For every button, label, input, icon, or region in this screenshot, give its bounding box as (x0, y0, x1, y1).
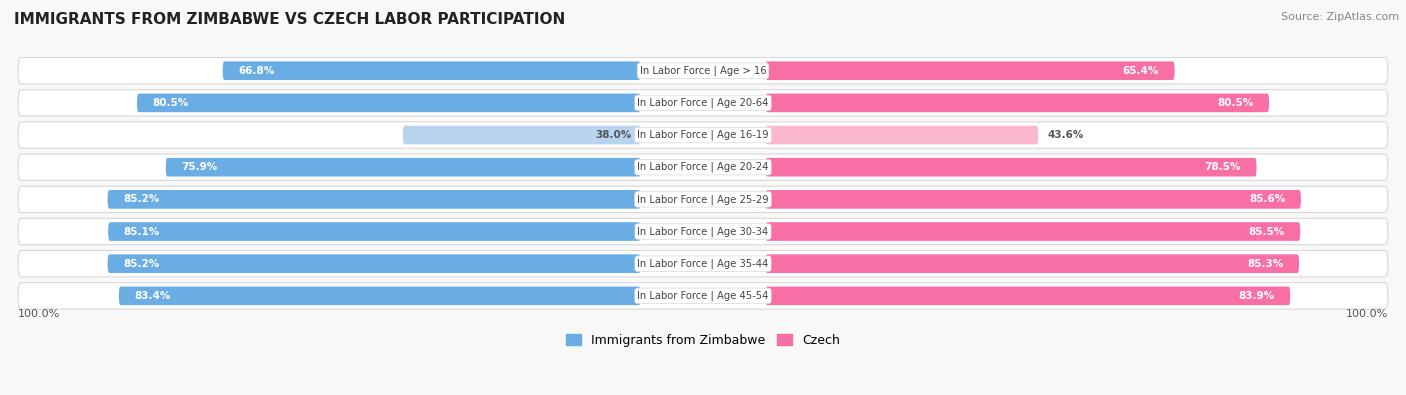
Text: In Labor Force | Age > 16: In Labor Force | Age > 16 (640, 66, 766, 76)
FancyBboxPatch shape (765, 254, 1299, 273)
FancyBboxPatch shape (765, 126, 1038, 144)
Text: IMMIGRANTS FROM ZIMBABWE VS CZECH LABOR PARTICIPATION: IMMIGRANTS FROM ZIMBABWE VS CZECH LABOR … (14, 12, 565, 27)
Text: 78.5%: 78.5% (1205, 162, 1241, 172)
FancyBboxPatch shape (166, 158, 641, 177)
Text: In Labor Force | Age 20-24: In Labor Force | Age 20-24 (637, 162, 769, 173)
Text: 85.1%: 85.1% (124, 226, 160, 237)
Text: In Labor Force | Age 25-29: In Labor Force | Age 25-29 (637, 194, 769, 205)
FancyBboxPatch shape (402, 126, 641, 144)
Text: 38.0%: 38.0% (595, 130, 631, 140)
Text: 66.8%: 66.8% (238, 66, 274, 76)
FancyBboxPatch shape (18, 154, 1388, 181)
FancyBboxPatch shape (765, 61, 1174, 80)
Text: 85.5%: 85.5% (1249, 226, 1285, 237)
Text: In Labor Force | Age 20-64: In Labor Force | Age 20-64 (637, 98, 769, 108)
Text: 100.0%: 100.0% (1346, 309, 1388, 319)
FancyBboxPatch shape (765, 286, 1291, 305)
Text: 85.2%: 85.2% (124, 194, 159, 204)
Text: In Labor Force | Age 45-54: In Labor Force | Age 45-54 (637, 291, 769, 301)
FancyBboxPatch shape (18, 90, 1388, 116)
FancyBboxPatch shape (18, 186, 1388, 213)
FancyBboxPatch shape (222, 61, 641, 80)
FancyBboxPatch shape (108, 190, 641, 209)
Text: Source: ZipAtlas.com: Source: ZipAtlas.com (1281, 12, 1399, 22)
Text: 85.3%: 85.3% (1247, 259, 1284, 269)
Legend: Immigrants from Zimbabwe, Czech: Immigrants from Zimbabwe, Czech (561, 329, 845, 352)
Text: 85.2%: 85.2% (124, 259, 159, 269)
FancyBboxPatch shape (18, 283, 1388, 309)
Text: 75.9%: 75.9% (181, 162, 218, 172)
Text: 80.5%: 80.5% (153, 98, 188, 108)
FancyBboxPatch shape (136, 94, 641, 112)
FancyBboxPatch shape (765, 222, 1301, 241)
Text: 43.6%: 43.6% (1047, 130, 1084, 140)
FancyBboxPatch shape (18, 218, 1388, 245)
FancyBboxPatch shape (18, 58, 1388, 84)
Text: 83.9%: 83.9% (1239, 291, 1275, 301)
Text: 83.4%: 83.4% (135, 291, 172, 301)
FancyBboxPatch shape (765, 190, 1301, 209)
FancyBboxPatch shape (18, 122, 1388, 148)
FancyBboxPatch shape (765, 94, 1270, 112)
Text: In Labor Force | Age 16-19: In Labor Force | Age 16-19 (637, 130, 769, 140)
FancyBboxPatch shape (765, 158, 1257, 177)
FancyBboxPatch shape (108, 222, 641, 241)
FancyBboxPatch shape (108, 254, 641, 273)
FancyBboxPatch shape (18, 250, 1388, 277)
Text: 85.6%: 85.6% (1249, 194, 1285, 204)
FancyBboxPatch shape (120, 286, 641, 305)
Text: In Labor Force | Age 35-44: In Labor Force | Age 35-44 (637, 258, 769, 269)
Text: 100.0%: 100.0% (18, 309, 60, 319)
Text: In Labor Force | Age 30-34: In Labor Force | Age 30-34 (637, 226, 769, 237)
Text: 65.4%: 65.4% (1122, 66, 1159, 76)
Text: 80.5%: 80.5% (1218, 98, 1253, 108)
